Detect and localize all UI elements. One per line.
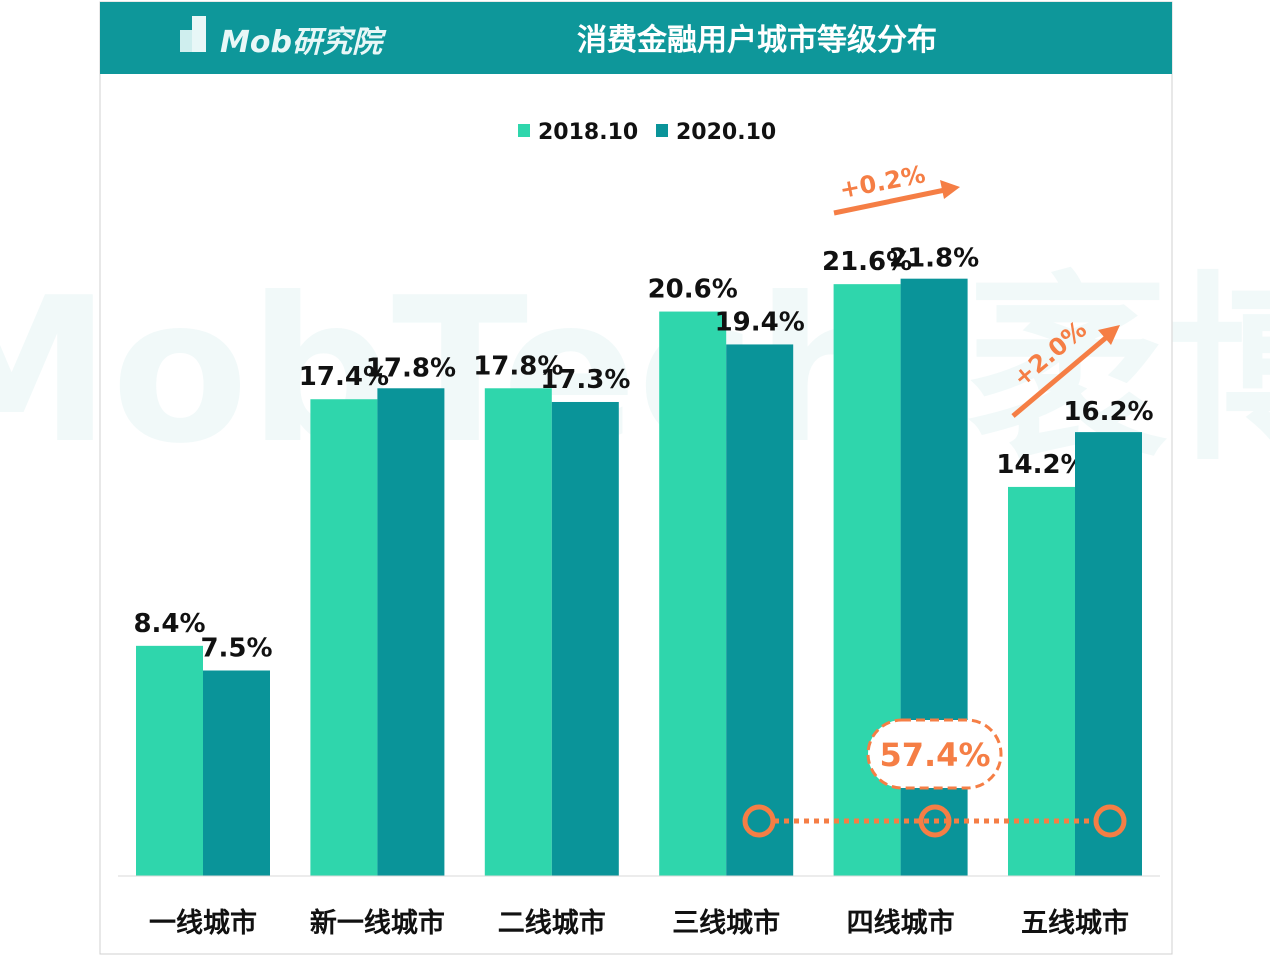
legend-swatch-2020: [656, 124, 668, 137]
bar-2020.10-0: [203, 670, 270, 876]
data-label: 8.4%: [133, 609, 205, 639]
x-tick-label: 新一线城市: [310, 907, 445, 939]
x-tick-label: 一线城市: [149, 907, 257, 939]
legend-label-2020: 2020.10: [676, 120, 776, 145]
bar-2018.10-5: [1008, 486, 1075, 876]
annotation-share: 57.4%: [742, 718, 1127, 838]
bar-2020.10-5: [1075, 432, 1142, 876]
data-label: 17.8%: [473, 351, 563, 381]
page-title: 消费金融用户城市等级分布: [577, 23, 937, 58]
bar-2018.10-2: [484, 388, 552, 876]
data-label: 19.4%: [715, 307, 805, 337]
logo-text: Mob研究院: [220, 25, 387, 60]
data-label: 17.3%: [540, 365, 630, 395]
legend: 2018.10 2020.10: [518, 120, 776, 145]
data-label: 17.8%: [366, 353, 456, 383]
logo: Mob研究院: [180, 16, 387, 60]
data-label: 14.2%: [996, 450, 1086, 480]
bar-2018.10-3: [659, 311, 727, 876]
bar-2020.10-1: [377, 388, 445, 876]
bar-2018.10-0: [136, 645, 203, 876]
data-label: 20.6%: [648, 275, 738, 305]
bar-2018.10-4: [833, 284, 901, 876]
legend-label-2018: 2018.10: [538, 120, 638, 145]
annotation-57-4: 57.4%: [879, 736, 990, 774]
legend-swatch-2018: [518, 124, 530, 137]
x-tick-label: 二线城市: [498, 907, 606, 939]
x-tick-label: 四线城市: [847, 907, 955, 939]
data-label: 21.6%: [822, 247, 912, 277]
data-label: 21.8%: [889, 244, 979, 274]
chart-frame: [99, 1, 1173, 955]
bar-2018.10-1: [310, 399, 378, 876]
data-label: 7.5%: [200, 634, 272, 664]
x-tick-label: 三线城市: [672, 907, 780, 939]
bar-2020.10-3: [726, 344, 794, 876]
x-tick-label: 五线城市: [1021, 907, 1129, 939]
header-bar: [100, 2, 1172, 74]
data-label: 16.2%: [1063, 397, 1153, 427]
data-label: 17.4%: [299, 362, 389, 392]
bar-2020.10-2: [551, 401, 619, 876]
watermark: MobTech 袤博: [0, 255, 1270, 488]
